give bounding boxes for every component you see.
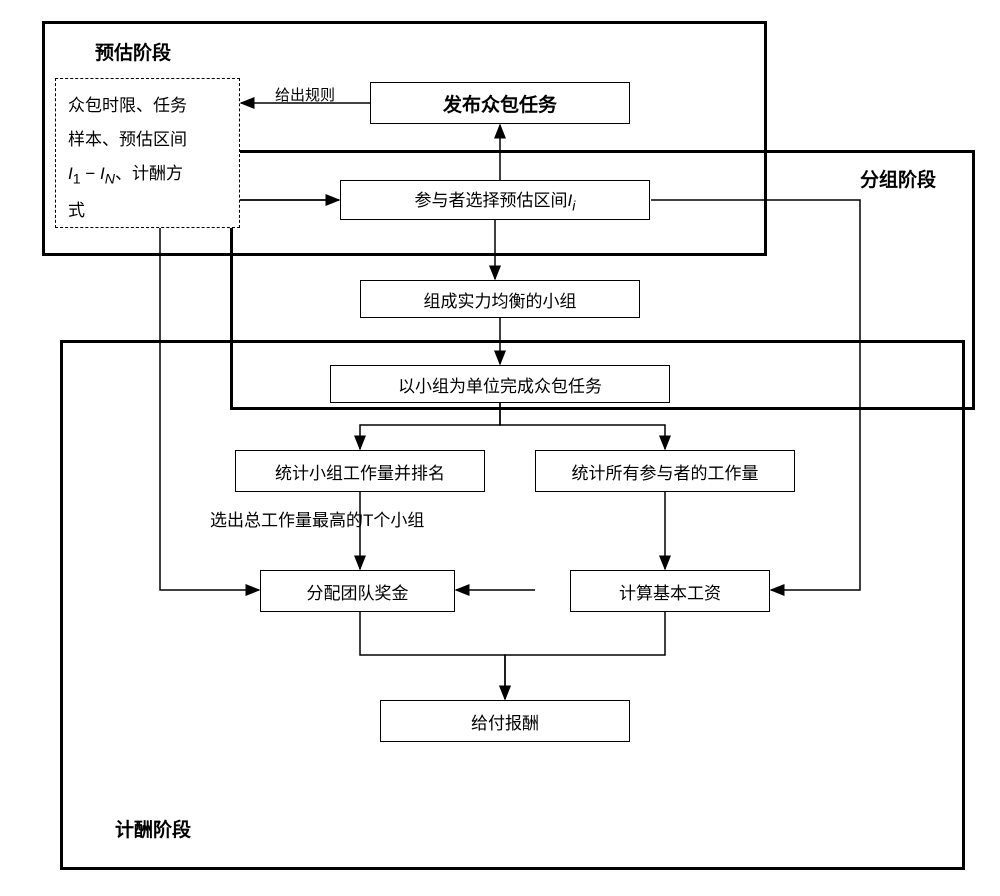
- node-rank-label: 统计小组工作量并排名: [275, 459, 445, 484]
- node-rank: 统计小组工作量并排名: [235, 450, 485, 492]
- node-select: 参与者选择预估区间Ii: [340, 180, 650, 220]
- node-select-label: 参与者选择预估区间Ii: [415, 186, 576, 214]
- phase-estimate-label: 预估阶段: [95, 38, 171, 65]
- node-publish: 发布众包任务: [370, 82, 630, 124]
- rules-line-2: 样本、预估区间: [68, 130, 187, 149]
- node-rules: 众包时限、任务 样本、预估区间 I1 − IN、计酬方 式: [55, 78, 240, 228]
- rules-line-3: I1 − IN、计酬方: [68, 164, 183, 183]
- diagram-canvas: 预估阶段 分组阶段 计酬阶段: [0, 0, 1000, 896]
- node-bonus-label: 分配团队奖金: [307, 579, 409, 604]
- phase-group-label: 分组阶段: [860, 165, 936, 192]
- phase-pay-box: [60, 340, 965, 870]
- label-top-t-groups: 选出总工作量最高的T个小组: [210, 506, 424, 531]
- rules-line-4: 式: [68, 201, 85, 220]
- node-teams-label: 组成实力均衡的小组: [424, 287, 577, 312]
- node-basepay-label: 计算基本工资: [619, 579, 721, 604]
- rules-line-1: 众包时限、任务: [68, 96, 187, 115]
- edge-label-give-rules: 给出规则: [275, 84, 335, 105]
- node-bonus: 分配团队奖金: [260, 570, 455, 612]
- node-allwork: 统计所有参与者的工作量: [535, 450, 795, 492]
- node-complete: 以小组为单位完成众包任务: [330, 365, 670, 403]
- node-teams: 组成实力均衡的小组: [360, 280, 640, 318]
- node-publish-label: 发布众包任务: [443, 90, 557, 117]
- node-allwork-label: 统计所有参与者的工作量: [572, 459, 759, 484]
- node-pay: 给付报酬: [380, 700, 630, 742]
- phase-pay-label: 计酬阶段: [115, 815, 191, 842]
- node-pay-label: 给付报酬: [471, 709, 539, 734]
- node-complete-label: 以小组为单位完成众包任务: [398, 372, 602, 397]
- node-basepay: 计算基本工资: [570, 570, 770, 612]
